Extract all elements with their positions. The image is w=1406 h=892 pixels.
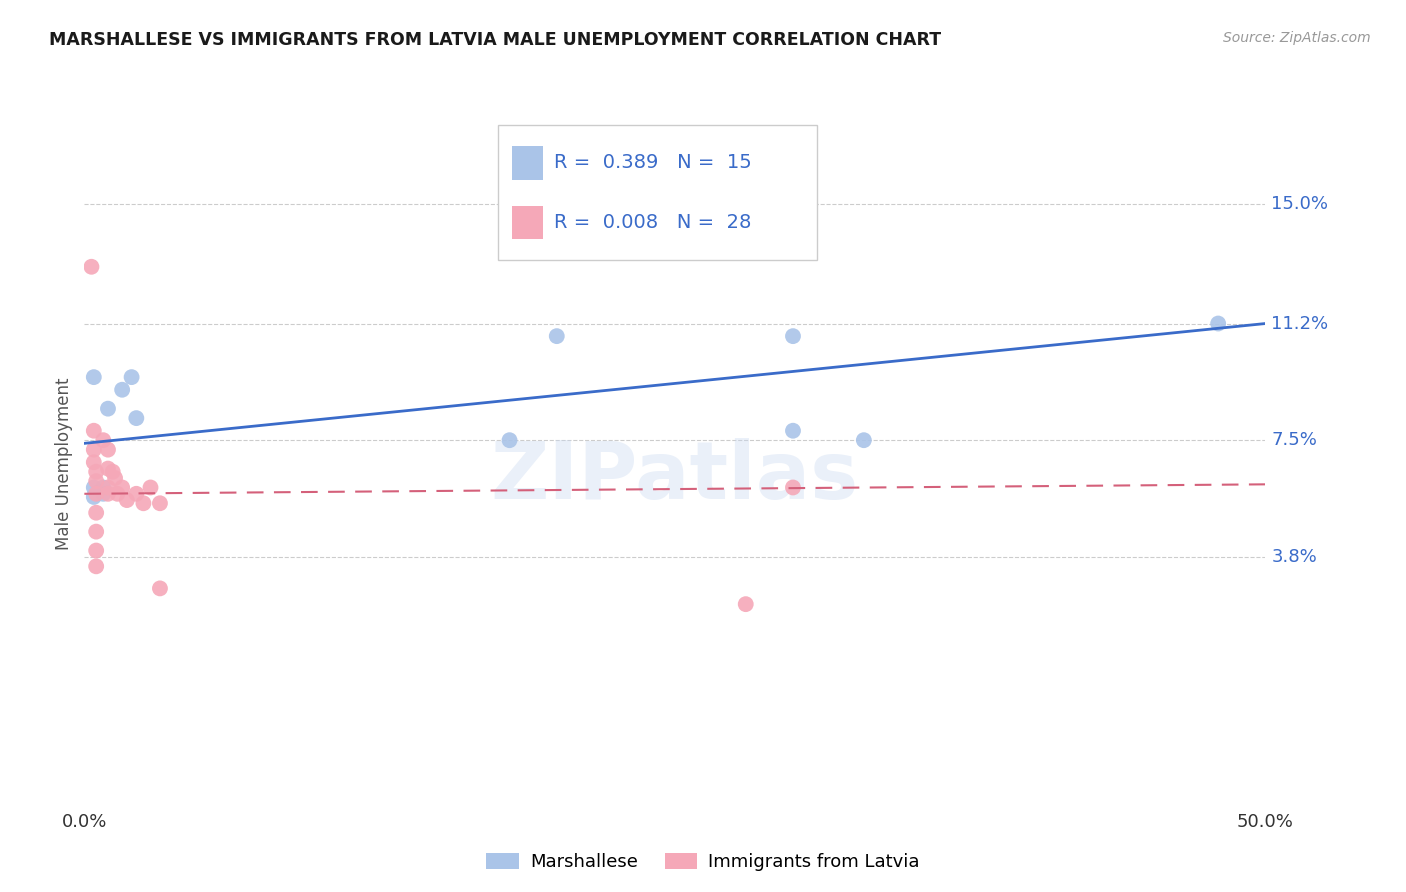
Point bbox=[546, 329, 568, 343]
Point bbox=[125, 487, 148, 501]
Point bbox=[84, 465, 107, 479]
Point bbox=[83, 424, 105, 438]
Point bbox=[115, 493, 138, 508]
Point bbox=[84, 474, 107, 488]
Point bbox=[97, 481, 120, 495]
Text: MARSHALLESE VS IMMIGRANTS FROM LATVIA MALE UNEMPLOYMENT CORRELATION CHART: MARSHALLESE VS IMMIGRANTS FROM LATVIA MA… bbox=[49, 31, 942, 49]
Point bbox=[125, 411, 148, 425]
Point bbox=[84, 506, 107, 520]
Point bbox=[1206, 317, 1229, 331]
Point bbox=[83, 455, 105, 469]
Point bbox=[83, 481, 105, 495]
Point bbox=[149, 582, 172, 596]
Point bbox=[107, 487, 129, 501]
Point bbox=[84, 524, 107, 539]
Point bbox=[734, 597, 756, 611]
Text: ZIPatlas: ZIPatlas bbox=[491, 438, 859, 516]
Point bbox=[97, 442, 120, 457]
Point bbox=[111, 383, 134, 397]
Point bbox=[121, 370, 143, 384]
Text: Source: ZipAtlas.com: Source: ZipAtlas.com bbox=[1223, 31, 1371, 45]
Legend: Marshallese, Immigrants from Latvia: Marshallese, Immigrants from Latvia bbox=[479, 846, 927, 879]
Point bbox=[139, 481, 162, 495]
Y-axis label: Male Unemployment: Male Unemployment bbox=[55, 377, 73, 550]
Point bbox=[111, 481, 134, 495]
Point bbox=[84, 487, 107, 501]
Text: 3.8%: 3.8% bbox=[1271, 548, 1317, 566]
Point bbox=[84, 559, 107, 574]
Point bbox=[104, 471, 127, 485]
Point bbox=[91, 433, 114, 447]
Point bbox=[97, 401, 120, 416]
Point bbox=[83, 370, 105, 384]
Text: R =  0.389   N =  15: R = 0.389 N = 15 bbox=[554, 153, 752, 172]
Point bbox=[91, 481, 114, 495]
Point bbox=[498, 433, 520, 447]
Text: R =  0.008   N =  28: R = 0.008 N = 28 bbox=[554, 213, 751, 232]
Point bbox=[84, 543, 107, 558]
Point bbox=[91, 487, 114, 501]
Point bbox=[149, 496, 172, 510]
Point bbox=[97, 461, 120, 475]
Point bbox=[132, 496, 155, 510]
Point bbox=[80, 260, 103, 274]
Text: 15.0%: 15.0% bbox=[1271, 194, 1329, 212]
Point bbox=[97, 487, 120, 501]
Point bbox=[101, 465, 124, 479]
Text: 11.2%: 11.2% bbox=[1271, 315, 1329, 333]
Point bbox=[852, 433, 875, 447]
Point bbox=[782, 329, 804, 343]
Point bbox=[782, 481, 804, 495]
Point bbox=[83, 442, 105, 457]
Point bbox=[782, 424, 804, 438]
Point bbox=[83, 490, 105, 504]
Text: 7.5%: 7.5% bbox=[1271, 431, 1317, 450]
